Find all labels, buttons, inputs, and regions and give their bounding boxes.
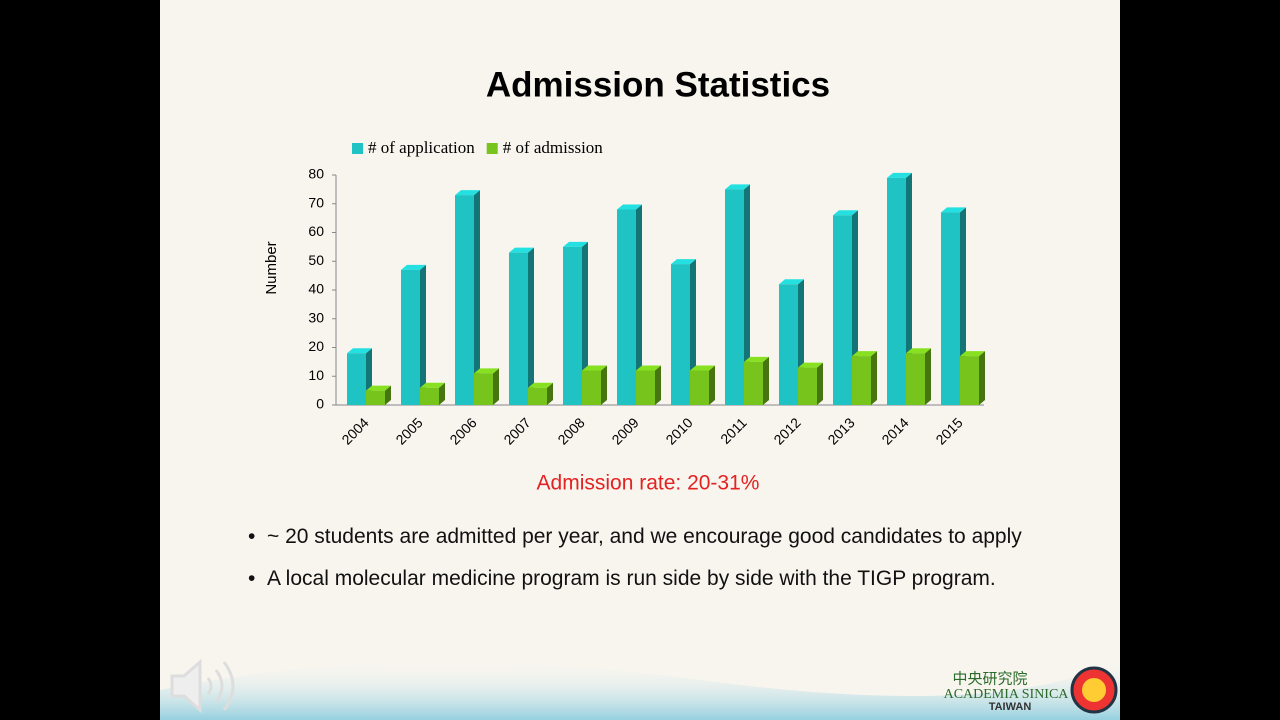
annotation: Admission rate: 20-31% xyxy=(537,472,760,495)
y-tick-label: 0 xyxy=(316,396,324,412)
bullet-list: ~ 20 students are admitted per year, and… xyxy=(248,524,1048,608)
bar-side xyxy=(871,351,877,405)
bar xyxy=(617,209,636,405)
bar-top xyxy=(528,382,553,388)
bar-top xyxy=(617,204,642,210)
slide-title: Admission Statistics xyxy=(486,65,830,104)
bar xyxy=(366,390,385,405)
bar-top xyxy=(941,207,966,213)
bar xyxy=(906,353,925,405)
bar xyxy=(528,387,547,405)
bar xyxy=(509,252,528,405)
logo-place: TAIWAN xyxy=(989,701,1032,713)
legend-label: # of admission xyxy=(503,138,604,157)
bar xyxy=(636,370,655,405)
bar-side xyxy=(744,184,750,405)
bar-top xyxy=(563,241,588,247)
bar xyxy=(582,370,601,405)
bar-top xyxy=(366,385,391,391)
y-tick-label: 80 xyxy=(308,166,324,182)
bar-side xyxy=(925,348,931,405)
bar xyxy=(420,387,439,405)
y-tick-label: 70 xyxy=(308,194,324,210)
bar-top xyxy=(636,365,661,371)
y-tick-label: 60 xyxy=(308,223,324,239)
bar-top xyxy=(906,348,931,354)
bar-top xyxy=(671,259,696,265)
speaker-icon xyxy=(170,658,235,714)
bar xyxy=(798,367,817,405)
bar xyxy=(455,195,474,405)
bar-side xyxy=(763,356,769,405)
bar-top xyxy=(960,351,985,357)
bar-top xyxy=(582,365,607,371)
y-axis-label: Number xyxy=(263,241,280,294)
bar-top xyxy=(852,351,877,357)
bar-top xyxy=(744,356,769,362)
bar-side xyxy=(493,368,499,405)
y-tick-label: 30 xyxy=(308,309,324,325)
y-tick-label: 10 xyxy=(308,367,324,383)
bar-side xyxy=(817,362,823,405)
bar-side xyxy=(439,382,445,405)
bar-side xyxy=(582,241,588,405)
bar xyxy=(690,370,709,405)
bar xyxy=(563,246,582,405)
bar-side xyxy=(420,264,426,405)
bar-top xyxy=(779,279,804,285)
legend-label: # of application xyxy=(368,138,475,157)
bar-top xyxy=(474,368,499,374)
bar xyxy=(401,269,420,405)
bar-top xyxy=(347,348,372,354)
logo-name: ACADEMIA SINICA xyxy=(944,687,1070,702)
y-tick-label: 40 xyxy=(308,281,324,297)
y-tick-label: 20 xyxy=(308,338,324,354)
bullet: ~ 20 students are admitted per year, and… xyxy=(248,524,1048,550)
bar-top xyxy=(690,365,715,371)
bar xyxy=(887,177,906,405)
bar xyxy=(833,215,852,405)
logo-chinese: 中央研究院 xyxy=(952,669,1027,687)
bar-side xyxy=(709,365,715,405)
bar-side xyxy=(906,172,912,405)
bar xyxy=(779,284,798,405)
bar-top xyxy=(401,264,426,270)
bar-side xyxy=(547,382,553,405)
bar-top xyxy=(420,382,445,388)
bar-top xyxy=(725,184,750,190)
bar-side xyxy=(601,365,607,405)
legend-swatch xyxy=(352,143,363,154)
bar xyxy=(474,373,493,405)
bar-top xyxy=(887,172,912,178)
bar-side xyxy=(636,204,642,405)
bar xyxy=(960,356,979,405)
logo-emblem-inner xyxy=(1082,678,1106,702)
bar-top xyxy=(833,210,858,216)
bar-side xyxy=(474,190,480,405)
bar xyxy=(941,212,960,405)
bar-side xyxy=(385,385,391,405)
bar-side xyxy=(655,365,661,405)
bar xyxy=(744,361,763,405)
bar xyxy=(725,189,744,405)
bar-side xyxy=(979,351,985,405)
bar-top xyxy=(509,247,534,253)
bar xyxy=(347,353,366,405)
y-tick-label: 50 xyxy=(308,252,324,268)
bar xyxy=(671,264,690,405)
legend-swatch xyxy=(486,143,498,154)
bar xyxy=(852,356,871,405)
bar-side xyxy=(528,247,534,405)
bar-top xyxy=(455,190,480,196)
bullet: A local molecular medicine program is ru… xyxy=(248,566,1048,592)
bar-top xyxy=(798,362,823,368)
wave-decoration xyxy=(160,660,1120,720)
